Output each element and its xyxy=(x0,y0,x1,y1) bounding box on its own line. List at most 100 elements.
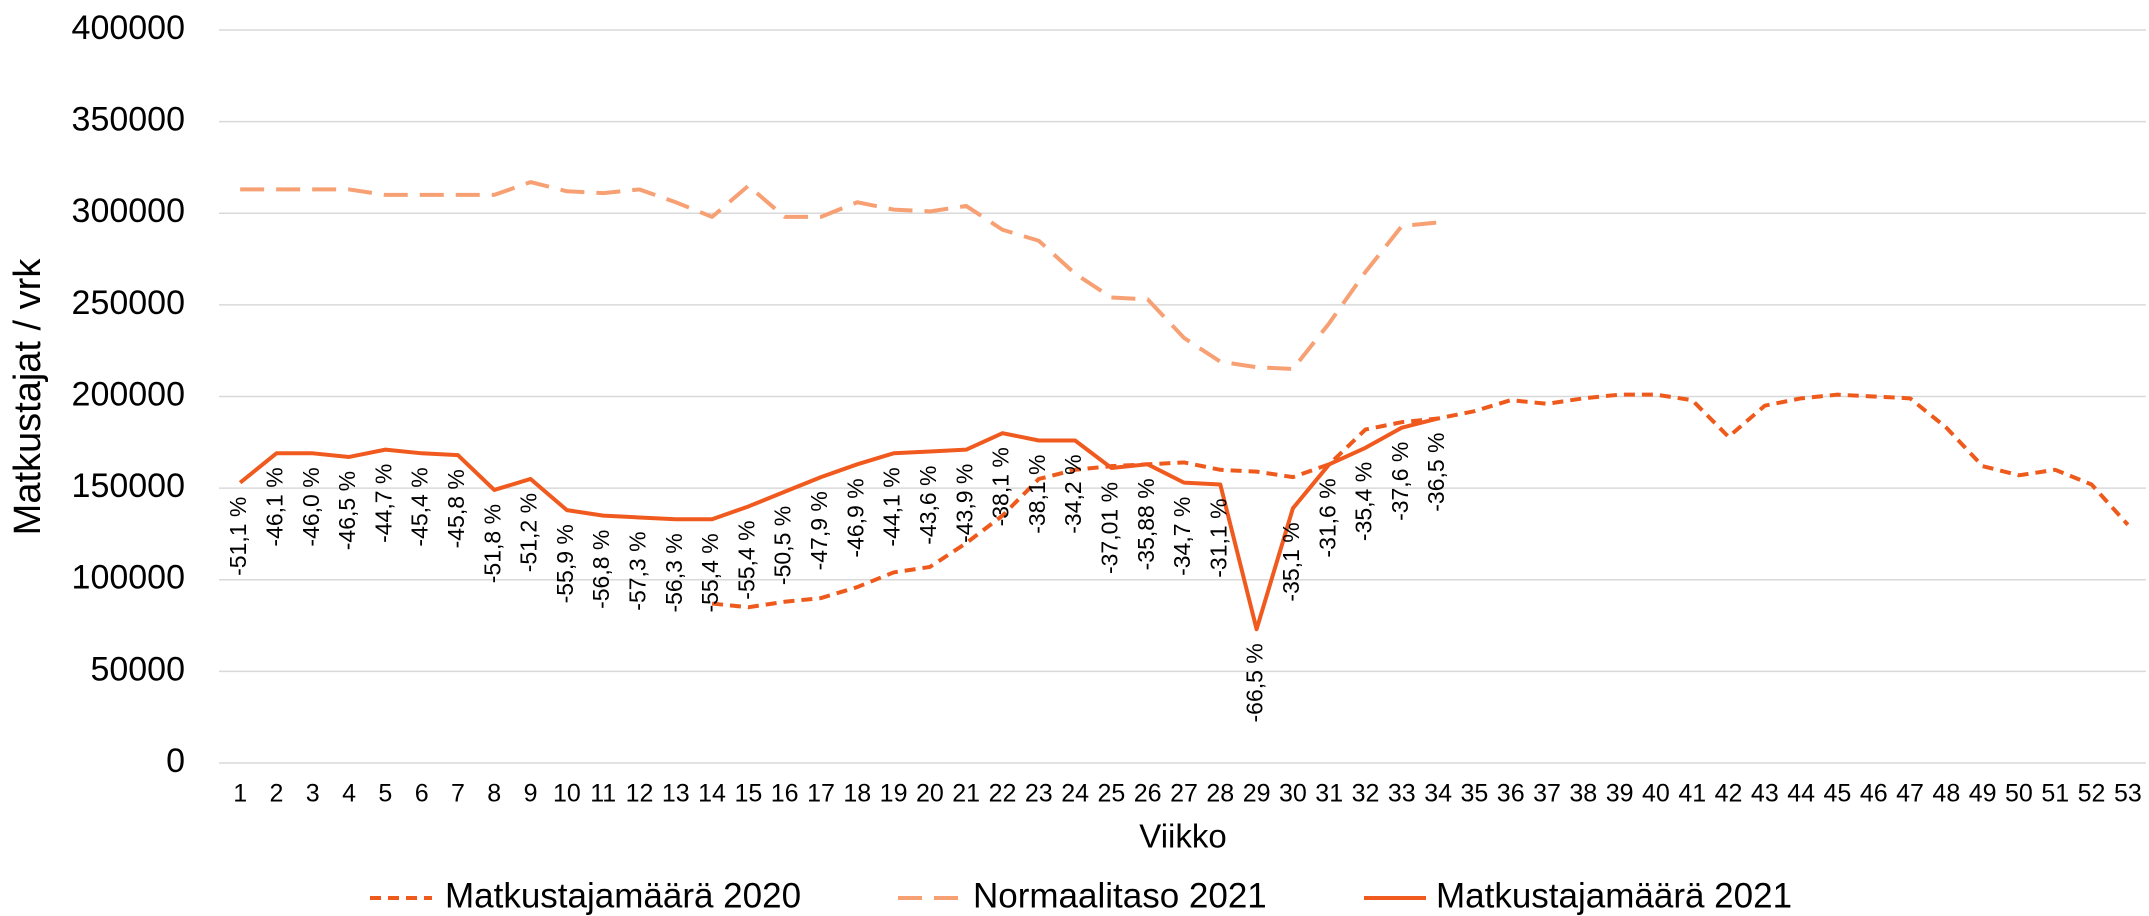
data-label: -37,01 % xyxy=(1096,482,1122,574)
x-tick-label: 1 xyxy=(233,780,247,808)
x-tick-label: 31 xyxy=(1315,780,1343,808)
x-tick-label: 17 xyxy=(807,780,835,808)
data-label: -55,4 % xyxy=(697,533,723,612)
y-tick-label: 300000 xyxy=(72,192,185,230)
x-tick-label: 45 xyxy=(1824,780,1852,808)
x-tick-label: 49 xyxy=(1969,780,1997,808)
data-label: -46,9 % xyxy=(842,478,868,557)
data-label: -35,4 % xyxy=(1351,462,1377,541)
x-tick-label: 32 xyxy=(1352,780,1380,808)
x-tick-label: 33 xyxy=(1388,780,1416,808)
x-tick-label: 41 xyxy=(1678,780,1706,808)
x-tick-label: 50 xyxy=(2005,780,2033,808)
data-label: -38,1 % xyxy=(988,447,1014,526)
x-tick-label: 8 xyxy=(487,780,501,808)
x-tick-label: 53 xyxy=(2114,780,2142,808)
series-line xyxy=(240,180,1439,372)
data-label: -38,1 % xyxy=(1024,454,1050,533)
x-tick-label: 37 xyxy=(1533,780,1561,808)
data-label: -43,9 % xyxy=(951,464,977,543)
x-tick-label: 42 xyxy=(1715,780,1743,808)
data-label: -46,5 % xyxy=(334,471,360,550)
x-tick-label: 34 xyxy=(1424,780,1452,808)
data-label: -56,8 % xyxy=(588,530,614,609)
x-tick-label: 51 xyxy=(2041,780,2069,808)
y-tick-label: 150000 xyxy=(72,467,185,505)
x-tick-label: 6 xyxy=(415,780,429,808)
data-label: -51,1 % xyxy=(225,497,251,576)
x-axis-title: Viikko xyxy=(1139,818,1226,855)
x-tick-label: 16 xyxy=(771,780,799,808)
x-tick-label: 20 xyxy=(916,780,944,808)
data-label: -35,88 % xyxy=(1133,478,1159,570)
x-tick-label: 4 xyxy=(342,780,356,808)
legend-label: Matkustajamäärä 2021 xyxy=(1436,876,1792,915)
x-tick-label: 39 xyxy=(1606,780,1634,808)
series-line xyxy=(238,416,1439,632)
data-label: -44,1 % xyxy=(879,467,905,546)
y-tick-label: 50000 xyxy=(90,650,185,688)
data-label: -45,8 % xyxy=(443,469,469,548)
x-tick-label: 25 xyxy=(1097,780,1125,808)
x-tick-label: 38 xyxy=(1569,780,1597,808)
data-label: -46,1 % xyxy=(262,467,288,546)
x-tick-label: 12 xyxy=(626,780,654,808)
x-tick-label: 7 xyxy=(451,780,465,808)
x-tick-label: 18 xyxy=(843,780,871,808)
data-label: -31,6 % xyxy=(1314,478,1340,557)
x-tick-label: 30 xyxy=(1279,780,1307,808)
x-tick-label: 43 xyxy=(1751,780,1779,808)
x-tick-label: 35 xyxy=(1461,780,1489,808)
x-tick-label: 21 xyxy=(952,780,980,808)
y-tick-label: 350000 xyxy=(72,101,185,139)
data-label: -47,9 % xyxy=(806,491,832,570)
x-tick-label: 29 xyxy=(1243,780,1271,808)
legend-label: Matkustajamäärä 2020 xyxy=(445,876,801,915)
y-axis-title: Matkustajat / vrk xyxy=(7,258,49,536)
y-tick-label: 100000 xyxy=(72,559,185,597)
data-label: -57,3 % xyxy=(625,531,651,610)
x-tick-label: 10 xyxy=(553,780,581,808)
y-tick-label: 400000 xyxy=(72,9,185,47)
x-tick-label: 3 xyxy=(306,780,320,808)
y-tick-label: 0 xyxy=(166,742,185,780)
x-tick-label: 5 xyxy=(378,780,392,808)
data-label: -45,4 % xyxy=(407,467,433,546)
x-tick-label: 23 xyxy=(1025,780,1053,808)
data-label: -46,0 % xyxy=(298,467,324,546)
x-tick-label: 40 xyxy=(1642,780,1670,808)
data-label: -55,4 % xyxy=(733,520,759,599)
data-label: -55,9 % xyxy=(552,524,578,603)
data-label: -44,7 % xyxy=(370,464,396,543)
x-tick-label: 9 xyxy=(524,780,538,808)
x-tick-label: 48 xyxy=(1932,780,1960,808)
data-label: -56,3 % xyxy=(661,533,687,612)
data-label: -66,5 % xyxy=(1242,643,1268,722)
x-tick-label: 52 xyxy=(2078,780,2106,808)
data-label: -51,8 % xyxy=(479,504,505,583)
legend-label: Normaalitaso 2021 xyxy=(973,876,1267,915)
x-tick-label: 36 xyxy=(1497,780,1525,808)
y-tick-label: 250000 xyxy=(72,284,185,322)
x-tick-label: 26 xyxy=(1134,780,1162,808)
data-label: -51,2 % xyxy=(516,493,542,572)
x-tick-label: 24 xyxy=(1061,780,1089,808)
data-label: -36,5 % xyxy=(1423,432,1449,511)
x-tick-label: 44 xyxy=(1787,780,1815,808)
x-tick-label: 19 xyxy=(880,780,908,808)
x-tick-label: 14 xyxy=(698,780,726,808)
data-label: -50,5 % xyxy=(770,506,796,585)
x-tick-label: 28 xyxy=(1206,780,1234,808)
data-label: -31,1 % xyxy=(1205,498,1231,577)
data-label: -43,6 % xyxy=(915,465,941,544)
x-tick-label: 2 xyxy=(269,780,283,808)
x-tick-label: 13 xyxy=(662,780,690,808)
x-tick-label: 46 xyxy=(1860,780,1888,808)
data-label: -35,1 % xyxy=(1278,522,1304,601)
x-tick-label: 15 xyxy=(734,780,762,808)
x-tick-label: 11 xyxy=(590,780,616,808)
data-label: -34,7 % xyxy=(1169,497,1195,576)
y-tick-label: 200000 xyxy=(72,375,185,413)
